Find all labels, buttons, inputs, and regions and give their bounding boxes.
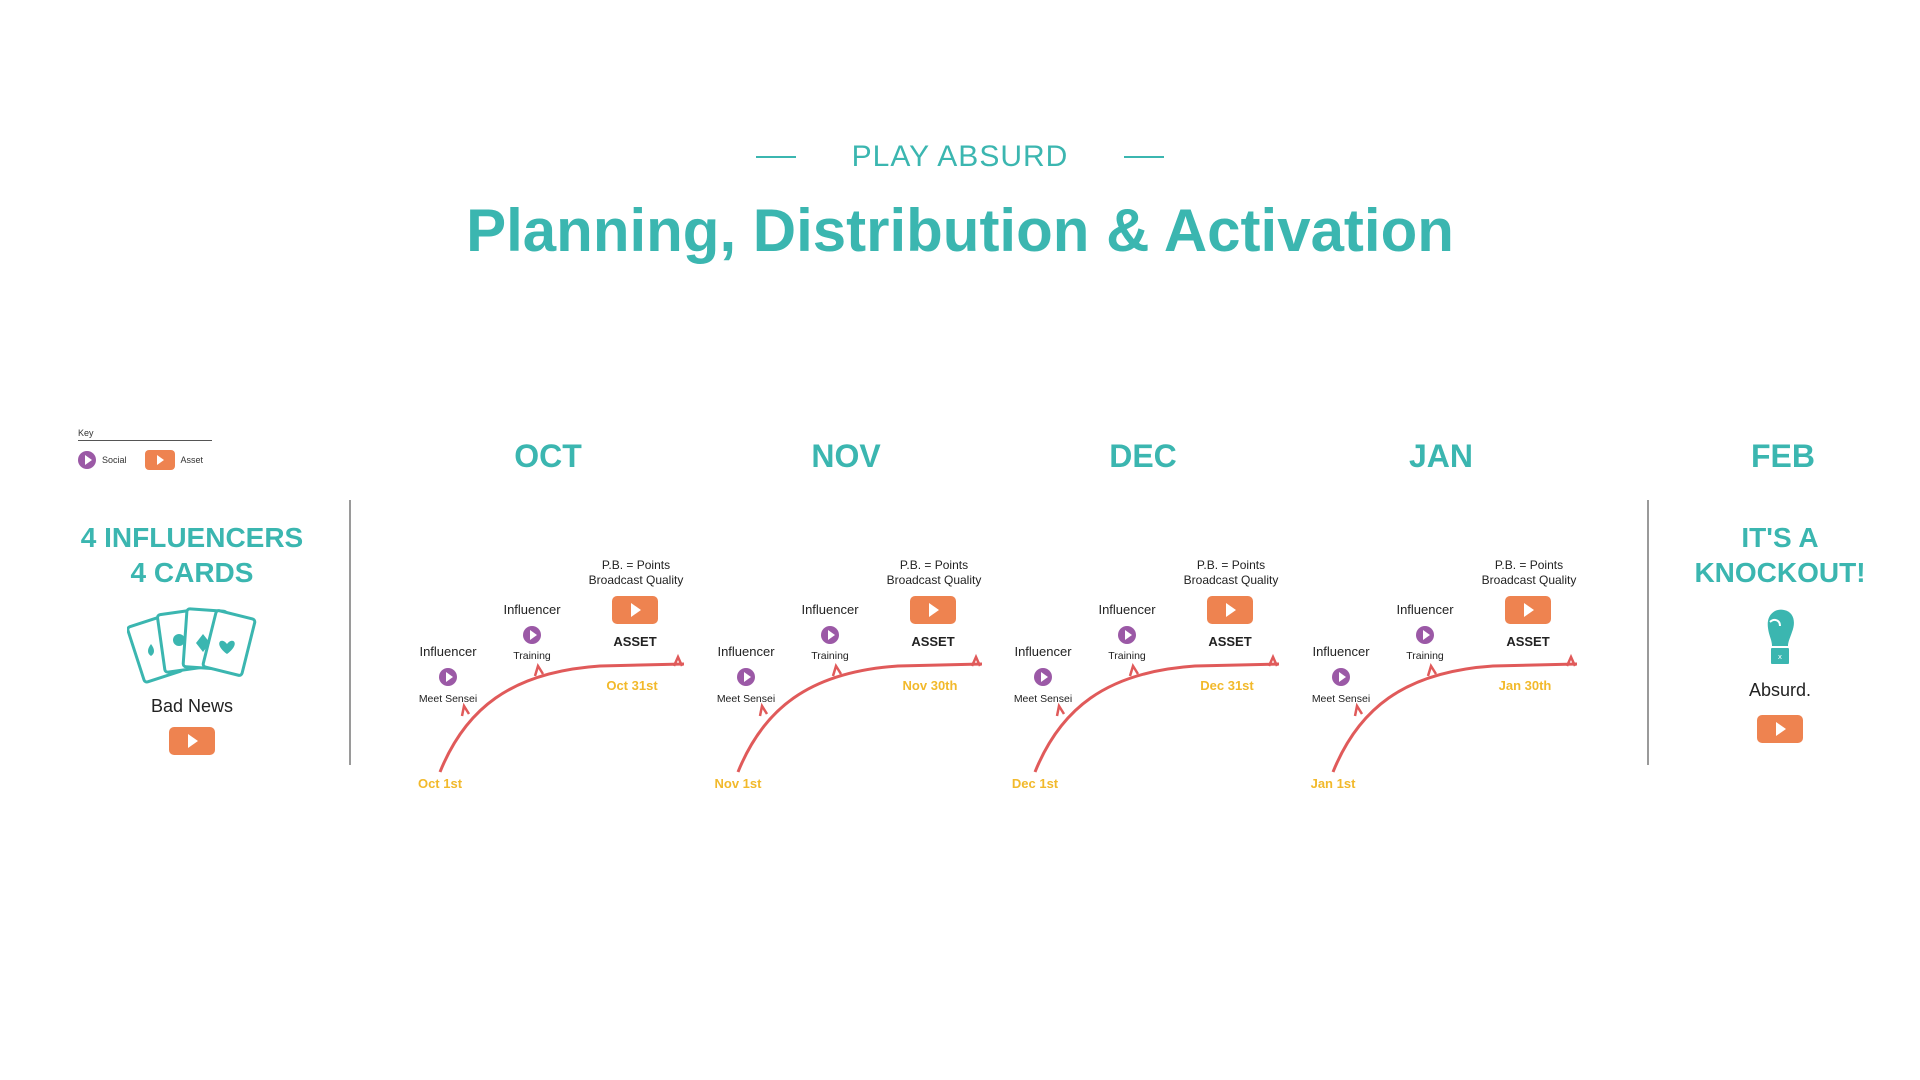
social-play-icon[interactable]: [737, 668, 755, 686]
training-label: Influencer: [503, 602, 561, 617]
eyebrow-rule-right: [1124, 156, 1165, 158]
play-icon: [1776, 722, 1786, 736]
asset-play-button[interactable]: [1207, 596, 1253, 624]
start-date: Nov 1st: [714, 776, 762, 791]
end-date: Jan 30th: [1498, 678, 1552, 693]
intro-heading-line1: 4 INFLUENCERS: [80, 522, 304, 553]
social-play-icon[interactable]: [523, 626, 541, 644]
asset-play-button[interactable]: [1505, 596, 1551, 624]
timeline-oct: Influencer Meet Sensei Influencer Traini…: [410, 550, 710, 800]
legend: Key Social Asset: [78, 428, 212, 470]
intro-panel: 4 INFLUENCERS 4 CARDS Bad News: [66, 520, 318, 755]
social-play-icon[interactable]: [1416, 626, 1434, 644]
finale-heading-line1: IT'S A: [1741, 522, 1819, 553]
divider-right: [1647, 500, 1649, 765]
month-heading: DEC: [1109, 438, 1177, 474]
sensei-caption: Meet Sensei: [1311, 693, 1371, 705]
end-date: Nov 30th: [902, 678, 958, 693]
end-date: Dec 31st: [1200, 678, 1254, 693]
boxing-glove-icon: x: [1767, 609, 1794, 664]
finale-panel: IT'S A KNOCKOUT! x Absurd.: [1680, 520, 1880, 743]
month-heading: JAN: [1408, 438, 1473, 474]
sensei-caption: Meet Sensei: [1013, 693, 1073, 705]
playing-cards-icon: [127, 607, 257, 684]
pb-note-line1: P.B. = Points: [601, 558, 671, 572]
asset-play-button[interactable]: [169, 727, 215, 755]
pb-note-line2: Broadcast Quality: [1183, 573, 1279, 587]
training-caption: Training: [1406, 650, 1444, 662]
intro-heading-line2: 4 CARDS: [130, 557, 254, 588]
timeline-curve: [736, 653, 983, 773]
training-caption: Training: [811, 650, 849, 662]
asset-label: ASSET: [1208, 634, 1252, 649]
divider-left: [349, 500, 351, 765]
start-date: Dec 1st: [1011, 776, 1059, 791]
social-play-icon[interactable]: [439, 668, 457, 686]
pb-note: P.B. = Points Broadcast Quality: [589, 558, 684, 588]
start-date: Jan 1st: [1310, 776, 1356, 791]
start-date: Oct 1st: [417, 776, 463, 791]
timeline-dec: Influencer Meet Sensei Influencer Traini…: [1005, 550, 1305, 800]
page-title: Planning, Distribution & Activation: [466, 197, 1454, 264]
timeline-nov: Influencer Meet Sensei Influencer Traini…: [708, 550, 1008, 800]
month-heading: FEB: [1751, 438, 1815, 474]
finale-heading-line2: KNOCKOUT!: [1694, 557, 1866, 588]
pb-note-line2: Broadcast Quality: [886, 573, 982, 587]
play-icon: [188, 734, 198, 748]
training-label: Influencer: [801, 602, 859, 617]
eyebrow: PLAY ABSURD: [0, 140, 1920, 174]
asset-label: ASSET: [911, 634, 955, 649]
sensei-label: Influencer: [419, 644, 477, 659]
pb-note: P.B. = Points Broadcast Quality: [887, 558, 982, 588]
pb-note-line2: Broadcast Quality: [588, 573, 684, 587]
end-date: Oct 31st: [606, 678, 658, 693]
timeline-jan: Influencer Meet Sensei Influencer Traini…: [1303, 550, 1603, 800]
social-play-icon: [78, 451, 96, 469]
sensei-caption: Meet Sensei: [418, 693, 478, 705]
intro-caption: Bad News: [150, 696, 234, 716]
social-play-icon[interactable]: [1332, 668, 1350, 686]
sensei-label: Influencer: [1312, 644, 1370, 659]
asset-label: ASSET: [1506, 634, 1550, 649]
legend-item-asset: Asset: [144, 450, 204, 470]
timeline-curve: [1331, 653, 1578, 773]
sensei-caption: Meet Sensei: [716, 693, 776, 705]
pb-note: P.B. = Points Broadcast Quality: [1482, 558, 1577, 588]
timeline-curve: [438, 653, 685, 773]
month-heading: NOV: [811, 438, 881, 474]
training-label: Influencer: [1098, 602, 1156, 617]
asset-play-button[interactable]: [1757, 715, 1803, 743]
asset-label: ASSET: [613, 634, 657, 649]
finale-caption: Absurd.: [1748, 680, 1812, 700]
eyebrow-rule-left: [755, 156, 796, 158]
eyebrow-text: PLAY ABSURD: [851, 140, 1069, 173]
month-heading: OCT: [514, 438, 582, 474]
asset-play-button[interactable]: [612, 596, 658, 624]
asset-play-button[interactable]: [910, 596, 956, 624]
asset-play-icon: [144, 450, 175, 470]
social-play-icon[interactable]: [1118, 626, 1136, 644]
training-caption: Training: [513, 650, 551, 662]
timeline-curve: [1033, 653, 1280, 773]
training-label: Influencer: [1396, 602, 1454, 617]
sensei-label: Influencer: [1014, 644, 1072, 659]
training-caption: Training: [1108, 650, 1146, 662]
legend-item-label: Asset: [180, 455, 204, 465]
legend-item-social: Social: [78, 451, 127, 469]
legend-title: Key: [78, 428, 212, 441]
social-play-icon[interactable]: [1034, 668, 1052, 686]
pb-note-line1: P.B. = Points: [1196, 558, 1266, 572]
legend-item-label: Social: [102, 455, 127, 465]
svg-text:x: x: [1778, 653, 1782, 661]
pb-note-line1: P.B. = Points: [899, 558, 969, 572]
social-play-icon[interactable]: [821, 626, 839, 644]
pb-note-line1: P.B. = Points: [1494, 558, 1564, 572]
pb-note-line2: Broadcast Quality: [1481, 573, 1577, 587]
sensei-label: Influencer: [717, 644, 775, 659]
pb-note: P.B. = Points Broadcast Quality: [1184, 558, 1279, 588]
